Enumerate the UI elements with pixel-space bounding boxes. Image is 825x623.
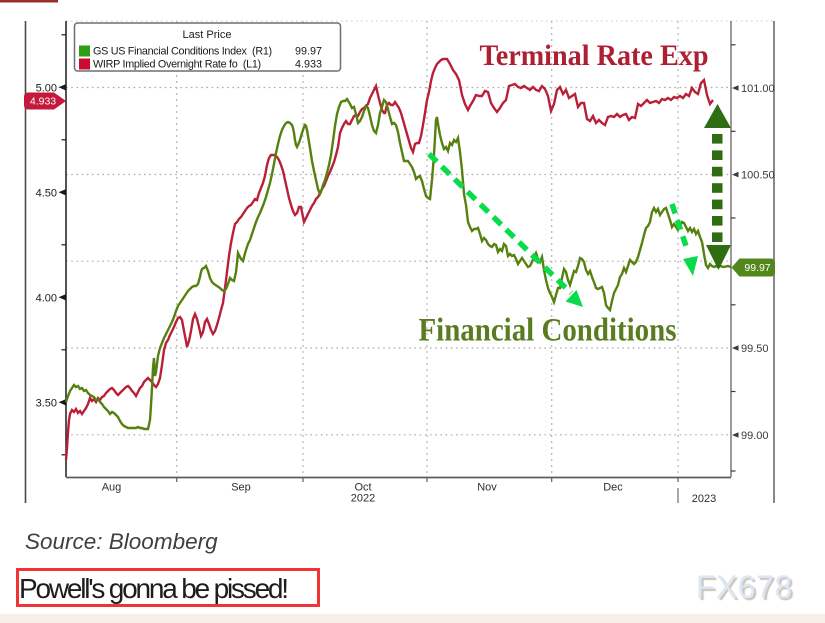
svg-text:Nov: Nov <box>477 482 497 494</box>
svg-text:3.50: 3.50 <box>36 397 57 409</box>
svg-text:99.00: 99.00 <box>741 430 769 442</box>
svg-text:Last Price: Last Price <box>183 29 232 41</box>
svg-text:Financial Conditions: Financial Conditions <box>419 313 677 349</box>
svg-text:4.933: 4.933 <box>295 59 322 71</box>
svg-text:4.50: 4.50 <box>36 187 57 199</box>
svg-text:101.00: 101.00 <box>741 83 775 95</box>
svg-text:99.97: 99.97 <box>744 262 770 274</box>
svg-text:99.50: 99.50 <box>741 343 769 355</box>
svg-text:Aug: Aug <box>102 482 122 494</box>
svg-text:WIRP Implied Overnight Rate fo: WIRP Implied Overnight Rate fo (L1) <box>93 59 261 71</box>
svg-text:Terminal Rate Exp: Terminal Rate Exp <box>480 40 709 72</box>
svg-text:99.97: 99.97 <box>295 46 322 58</box>
svg-text:100.50: 100.50 <box>741 170 775 182</box>
svg-text:4.00: 4.00 <box>36 292 57 304</box>
svg-text:2023: 2023 <box>692 493 716 505</box>
svg-text:Oct: Oct <box>354 482 371 494</box>
svg-text:5.00: 5.00 <box>36 82 57 94</box>
svg-text:2022: 2022 <box>351 493 375 505</box>
svg-text:GS US Financial Conditions Ind: GS US Financial Conditions Index (R1) <box>93 46 272 58</box>
svg-text:Dec: Dec <box>603 482 623 494</box>
svg-text:4.933: 4.933 <box>30 96 56 108</box>
svg-text:Sep: Sep <box>231 482 251 494</box>
